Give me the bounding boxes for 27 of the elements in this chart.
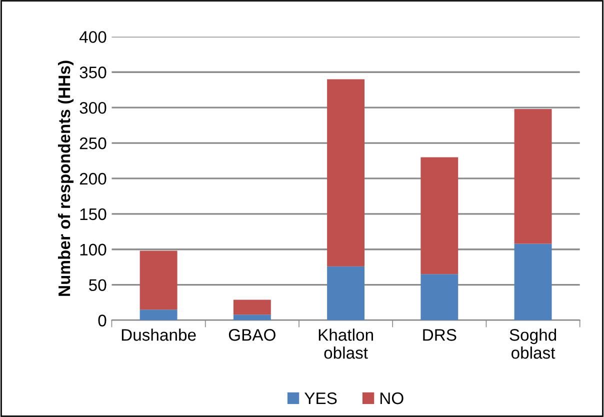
bar xyxy=(327,266,365,320)
bar xyxy=(233,300,271,315)
bar xyxy=(327,79,365,266)
y-tick-label: 300 xyxy=(80,102,106,114)
y-tick-label: 0 xyxy=(98,314,106,326)
y-axis-title: Number of respondents (HHs) xyxy=(58,60,74,296)
legend-label: YES xyxy=(304,392,337,404)
x-tick-label: Soghd oblast xyxy=(510,328,556,359)
legend-label: NO xyxy=(380,392,404,404)
bar xyxy=(140,250,178,310)
y-tick-label: 350 xyxy=(80,66,106,78)
y-tick-label: 100 xyxy=(80,244,106,256)
y-tick-label: 250 xyxy=(80,137,106,150)
bar xyxy=(514,244,552,320)
bar xyxy=(233,314,271,320)
y-tick-label: 150 xyxy=(80,208,106,220)
x-tick-label: Dushanbe xyxy=(122,328,196,341)
x-tick-label: Khatlon oblast xyxy=(318,328,373,359)
x-tick-label: DRS xyxy=(423,329,456,341)
bar xyxy=(420,157,458,274)
y-tick-label: 400 xyxy=(79,31,106,43)
y-tick-label: 200 xyxy=(80,172,106,185)
bar xyxy=(140,310,178,320)
x-tick-label: GBAO xyxy=(228,329,276,341)
y-tick-label: 50 xyxy=(89,279,106,292)
bar xyxy=(420,274,458,320)
bar xyxy=(514,109,552,244)
